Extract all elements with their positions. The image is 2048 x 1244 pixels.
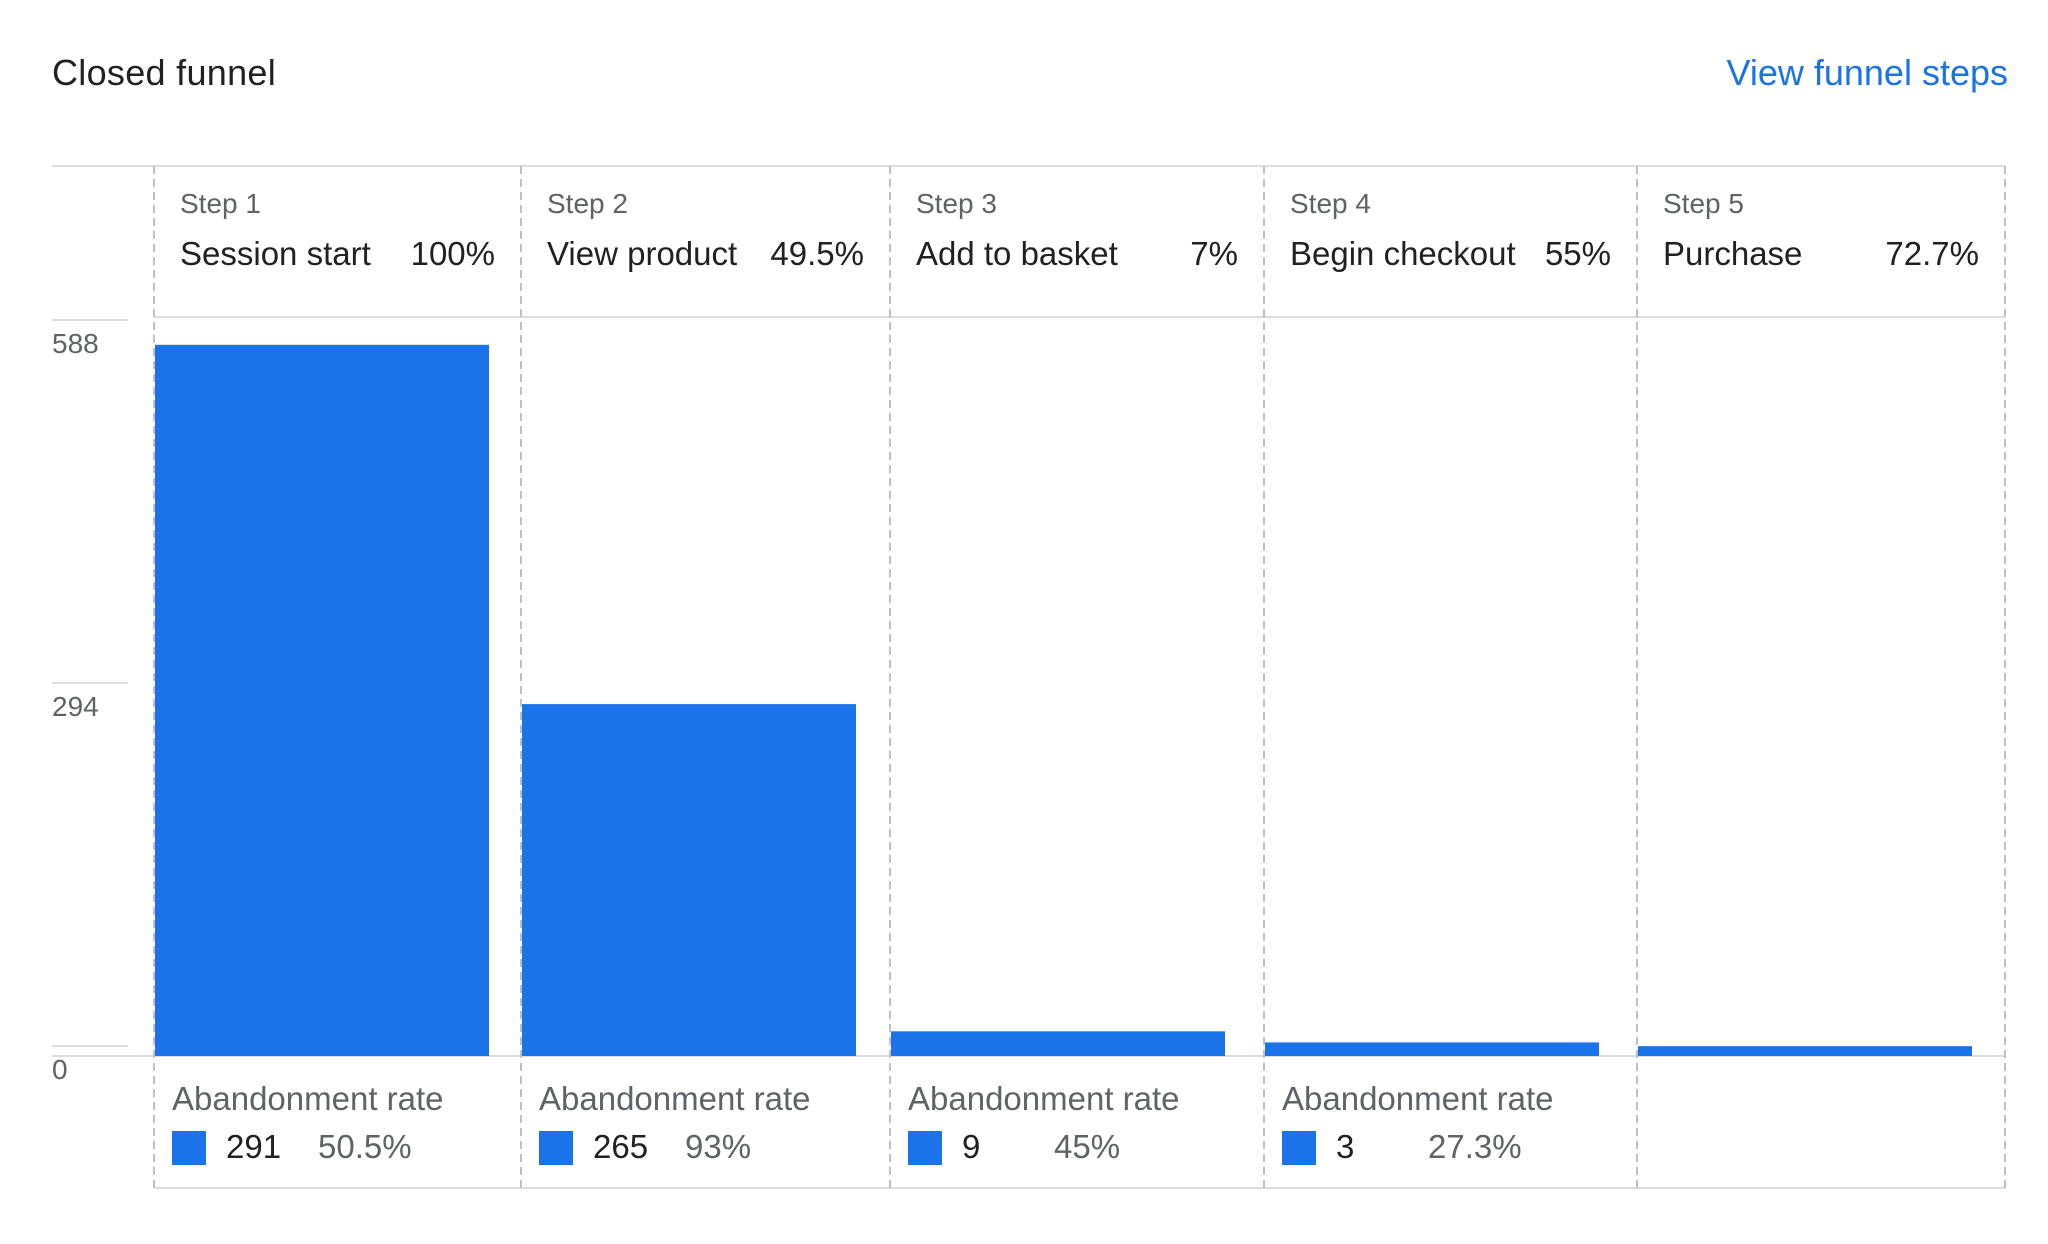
bar-step-5 — [1638, 1046, 1972, 1056]
step-number-label: Step 1 — [180, 188, 261, 219]
abandonment-rate-label: Abandonment rate — [539, 1080, 811, 1117]
step-completion-rate: 100% — [410, 235, 495, 272]
step-name-label: View product — [547, 235, 738, 272]
abandonment-legend-swatch — [172, 1131, 206, 1165]
y-tick-label: 294 — [52, 691, 99, 722]
step-completion-rate: 7% — [1190, 235, 1238, 272]
view-funnel-steps-link[interactable]: View funnel steps — [1726, 52, 2008, 93]
abandonment-count: 265 — [593, 1128, 649, 1165]
step-number-label: Step 3 — [916, 188, 997, 219]
step-completion-rate: 72.7% — [1885, 235, 1979, 272]
bar-step-2 — [522, 704, 856, 1056]
step-name-label: Session start — [180, 235, 371, 272]
step-completion-rate: 49.5% — [770, 235, 864, 272]
step-number-label: Step 5 — [1663, 188, 1744, 219]
chart-title: Closed funnel — [52, 52, 277, 93]
abandonment-legend-swatch — [908, 1131, 942, 1165]
abandonment-legend-swatch — [539, 1131, 573, 1165]
y-tick-label: 0 — [52, 1054, 68, 1085]
bar-step-4 — [1265, 1042, 1599, 1056]
step-name-label: Purchase — [1663, 235, 1803, 272]
abandonment-rate-value: 50.5% — [318, 1128, 412, 1165]
abandonment-rate-value: 93% — [685, 1128, 752, 1165]
bar-step-3 — [891, 1031, 1225, 1056]
abandonment-rate-value: 27.3% — [1428, 1128, 1522, 1165]
step-name-label: Add to basket — [916, 235, 1118, 272]
abandonment-rate-value: 45% — [1054, 1128, 1121, 1165]
abandonment-rate-label: Abandonment rate — [172, 1080, 444, 1117]
abandonment-count: 3 — [1336, 1128, 1355, 1165]
bar-step-1 — [155, 344, 489, 1057]
abandonment-count: 9 — [962, 1128, 981, 1165]
abandonment-rate-label: Abandonment rate — [1282, 1080, 1554, 1117]
step-name-label: Begin checkout — [1290, 235, 1516, 272]
step-number-label: Step 4 — [1290, 188, 1371, 219]
abandonment-legend-swatch — [1282, 1131, 1316, 1165]
step-number-label: Step 2 — [547, 188, 628, 219]
abandonment-count: 291 — [226, 1128, 282, 1165]
step-completion-rate: 55% — [1544, 235, 1611, 272]
abandonment-rate-label: Abandonment rate — [908, 1080, 1180, 1117]
y-tick-label: 588 — [52, 328, 99, 359]
